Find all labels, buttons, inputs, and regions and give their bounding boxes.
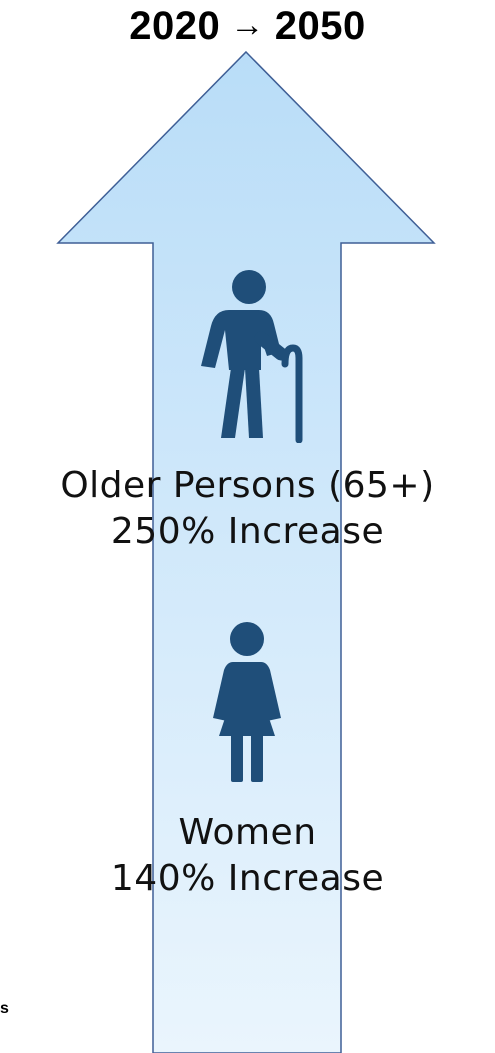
cropped-side-text: s <box>0 1000 9 1017</box>
arrow-symbol: → <box>230 6 265 44</box>
year-start: 2020 <box>129 4 221 48</box>
year-end: 2050 <box>274 4 366 48</box>
women-change: 140% Increase <box>110 858 385 899</box>
older-persons-caption: Older Persons (65+) 250% Increase <box>0 463 495 555</box>
page-title: 2020 → 2050 <box>0 4 495 49</box>
older-persons-change: 250% Increase <box>110 511 385 552</box>
women-label: Women <box>178 812 317 853</box>
women-caption: Women 140% Increase <box>0 810 495 902</box>
older-persons-label: Older Persons (65+) <box>60 465 435 506</box>
elderly-person-icon <box>201 270 303 443</box>
woman-icon <box>213 622 281 782</box>
